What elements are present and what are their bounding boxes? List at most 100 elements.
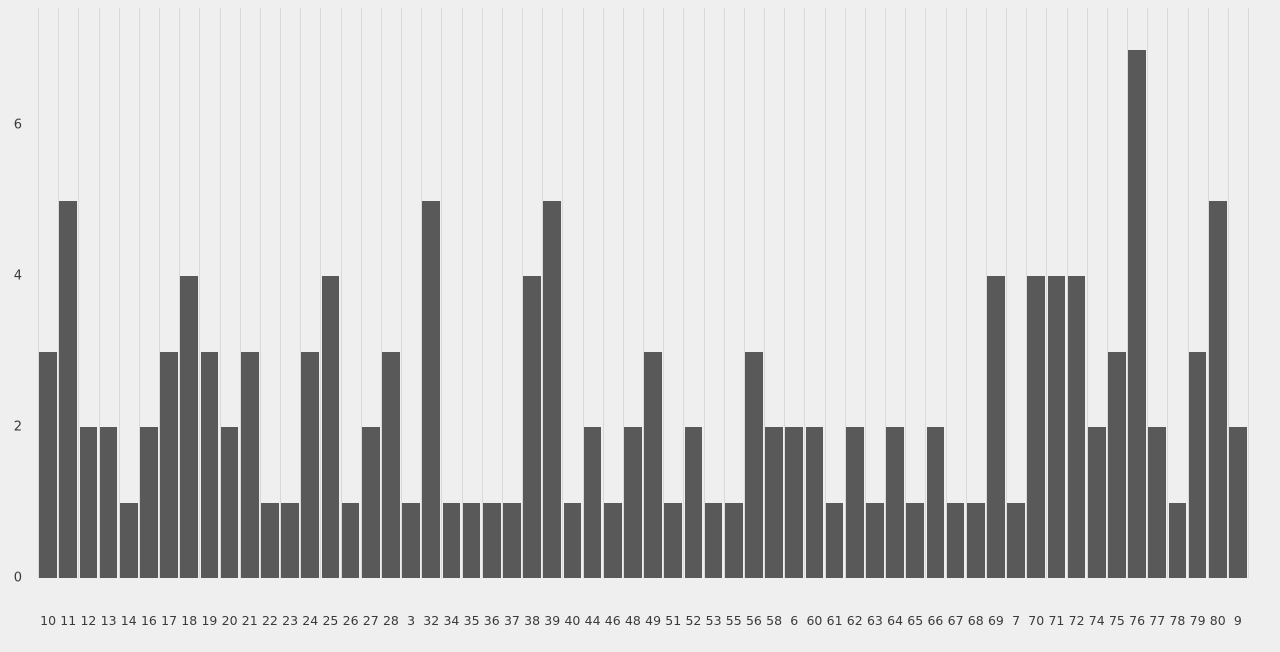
- bar-68: [966, 502, 985, 578]
- gridline: [542, 8, 544, 578]
- gridline: [1026, 8, 1028, 578]
- gridline: [58, 8, 60, 578]
- gridline: [703, 8, 705, 578]
- bar-53: [704, 502, 723, 578]
- bar-63: [866, 502, 884, 578]
- bar-70: [1027, 276, 1046, 578]
- gridline: [622, 8, 624, 578]
- gridline: [461, 8, 463, 578]
- gridline: [945, 8, 947, 578]
- bar-10: [39, 351, 57, 578]
- gridline: [723, 8, 725, 578]
- gridline: [159, 8, 160, 578]
- gridline: [380, 8, 382, 578]
- gridline: [905, 8, 907, 578]
- gridline: [985, 8, 987, 578]
- gridline: [199, 8, 201, 578]
- gridline: [602, 8, 604, 578]
- gridline: [360, 8, 362, 578]
- bar-17: [160, 351, 178, 578]
- bar-79: [1188, 351, 1207, 578]
- gridline: [1127, 8, 1128, 578]
- gridline: [98, 8, 100, 578]
- bar-16: [140, 427, 158, 578]
- gridline: [1046, 8, 1048, 578]
- gridline: [784, 8, 786, 578]
- bar-19: [200, 351, 219, 578]
- gridline: [764, 8, 765, 578]
- gridline: [38, 8, 39, 578]
- gridline: [683, 8, 685, 578]
- bar-35: [462, 502, 481, 578]
- bar-24: [301, 351, 320, 578]
- gridline: [239, 8, 241, 578]
- bar-37: [503, 502, 521, 578]
- bar-64: [886, 427, 904, 578]
- bar-44: [583, 427, 602, 578]
- bar-52: [684, 427, 703, 578]
- bar-39: [543, 200, 562, 578]
- bar-21: [240, 351, 259, 578]
- bar-66: [926, 427, 945, 578]
- bar-25: [321, 276, 340, 578]
- bar-71: [1047, 276, 1066, 578]
- gridline: [965, 8, 967, 578]
- gridline: [582, 8, 584, 578]
- bar-18: [180, 276, 199, 578]
- bar-13: [99, 427, 118, 578]
- gridline: [259, 8, 261, 578]
- bar-62: [845, 427, 864, 578]
- bar-28: [382, 351, 400, 578]
- bar-65: [906, 502, 925, 578]
- gridline: [1086, 8, 1088, 578]
- gridline: [824, 8, 826, 578]
- bar-11: [59, 200, 78, 578]
- gridline: [1066, 8, 1068, 578]
- bar-23: [281, 502, 299, 578]
- bar-80: [1208, 200, 1227, 578]
- gridline: [522, 8, 523, 578]
- gridline: [643, 8, 644, 578]
- bar-78: [1168, 502, 1187, 578]
- bar-48: [624, 427, 642, 578]
- bar-14: [119, 502, 138, 578]
- bar-77: [1148, 427, 1167, 578]
- gridline: [501, 8, 503, 578]
- gridline: [1006, 8, 1007, 578]
- gridline: [1147, 8, 1149, 578]
- gridline: [1248, 8, 1249, 578]
- bar-20: [220, 427, 239, 578]
- gridline: [280, 8, 281, 578]
- gridline: [804, 8, 806, 578]
- bar-7: [1007, 502, 1025, 578]
- gridline: [663, 8, 665, 578]
- gridline: [78, 8, 80, 578]
- bar-72: [1067, 276, 1086, 578]
- gridline: [300, 8, 302, 578]
- bar-40: [563, 502, 582, 578]
- bar-26: [341, 502, 360, 578]
- bar-69: [987, 276, 1005, 578]
- gridline: [138, 8, 140, 578]
- bar-67: [946, 502, 965, 578]
- gridline: [885, 8, 886, 578]
- bar-76: [1128, 49, 1146, 578]
- bar-60: [805, 427, 824, 578]
- bar-49: [644, 351, 662, 578]
- gridline: [743, 8, 745, 578]
- bar-74: [1087, 427, 1106, 578]
- bar-9: [1229, 427, 1247, 578]
- bar-38: [523, 276, 541, 578]
- gridline: [925, 8, 927, 578]
- bar-6: [785, 427, 804, 578]
- bar-51: [664, 502, 683, 578]
- gridline: [179, 8, 181, 578]
- gridline: [118, 8, 120, 578]
- gridline: [1207, 8, 1209, 578]
- gridline: [864, 8, 866, 578]
- bar-32: [422, 200, 441, 578]
- gridline: [1167, 8, 1169, 578]
- bar-55: [724, 502, 743, 578]
- bar-22: [261, 502, 279, 578]
